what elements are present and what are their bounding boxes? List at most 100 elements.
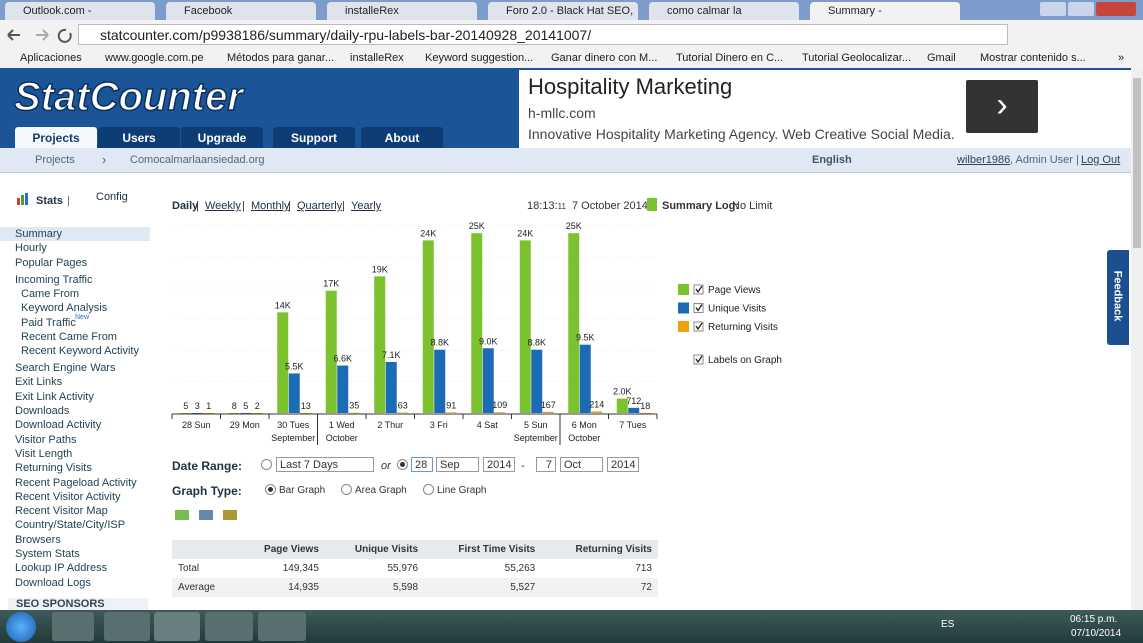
bookmark[interactable]: Tutorial Dinero en C... <box>676 52 784 64</box>
period-link[interactable]: Weekly <box>205 200 241 212</box>
stats-link[interactable]: Stats <box>36 195 63 207</box>
bookmark[interactable]: Aplicaciones <box>20 52 82 64</box>
minimize[interactable] <box>1040 2 1066 16</box>
feedback-tab[interactable] <box>1107 250 1129 345</box>
sidebar-link[interactable]: Download Logs <box>15 576 91 589</box>
maximize[interactable] <box>1068 2 1094 16</box>
bookmark[interactable]: Gmail <box>927 52 956 64</box>
to-day[interactable]: 7 <box>536 457 556 472</box>
sidebar-link[interactable]: Downloads <box>15 405 70 417</box>
from-year[interactable]: 2014 <box>483 457 515 472</box>
browser-tab[interactable]: como calmar la ansiedad… <box>649 2 799 20</box>
bookmark[interactable]: installeRex <box>350 52 404 64</box>
preset-select[interactable]: Last 7 Days <box>276 457 374 472</box>
username[interactable]: wilber1986 <box>957 154 1011 166</box>
browser-tab[interactable]: Facebook <box>166 2 316 20</box>
sidebar-link[interactable]: System Stats <box>15 548 80 560</box>
browser-tab[interactable]: Outlook.com - wilber17_2… <box>5 2 155 20</box>
forward-button[interactable] <box>36 29 49 41</box>
legend-checkbox[interactable] <box>693 284 704 295</box>
sidebar-link[interactable]: Returning Visits <box>15 462 92 475</box>
sidebar-link[interactable]: Download Activity <box>15 419 102 432</box>
site-selector[interactable]: Comocalmarlaansiedad.org <box>130 154 265 166</box>
legend-checkbox[interactable] <box>693 303 704 313</box>
period-link[interactable]: Monthly <box>251 200 290 212</box>
graph-type-option[interactable]: Area Graph <box>355 485 407 496</box>
pdf-icon[interactable] <box>223 510 237 520</box>
sidebar-link[interactable]: Country/State/City/ISP <box>15 519 126 532</box>
ad-button[interactable]: › <box>966 80 1038 133</box>
nav-tab[interactable]: Upgrade <box>181 127 263 148</box>
sidebar-link[interactable]: Summary <box>15 228 63 240</box>
start-button[interactable] <box>6 612 36 642</box>
sidebar-link[interactable]: Browsers <box>15 533 61 546</box>
graph-type-option[interactable]: Line Graph <box>437 485 487 496</box>
csv-icon[interactable] <box>199 510 213 520</box>
graph-type-option[interactable]: Bar Graph <box>279 485 326 496</box>
close[interactable] <box>1096 2 1136 16</box>
nav-tab[interactable]: Users <box>98 127 180 148</box>
bookmark[interactable]: Tutorial Geolocalizar... <box>802 52 912 64</box>
custom-radio[interactable] <box>397 459 408 470</box>
scrollbar[interactable] <box>1131 68 1143 610</box>
graph-type-radio[interactable] <box>423 484 434 495</box>
sidebar-link[interactable]: Search Engine Wars <box>15 362 116 375</box>
date[interactable]: 07/10/2014 <box>1071 628 1122 639</box>
back-button[interactable] <box>7 29 20 41</box>
sidebar-link[interactable]: Recent Came From <box>21 330 117 343</box>
browser-tab[interactable]: Summary - Comocalmarl… <box>810 2 960 20</box>
nav-tab[interactable]: About <box>361 127 443 148</box>
bookmark[interactable]: Métodos para ganar... <box>227 52 335 64</box>
bookmark[interactable]: Mostrar contenido s... <box>980 52 1086 64</box>
reload-button[interactable] <box>57 28 72 43</box>
period-link[interactable]: Quarterly <box>297 200 343 212</box>
sidebar-link[interactable]: Visit Length <box>15 447 73 460</box>
sidebar-link[interactable]: Recent Keyword Activity <box>21 345 139 358</box>
nav-tab[interactable]: Projects <box>15 127 97 148</box>
legend-checkbox[interactable] <box>693 321 704 332</box>
to-month[interactable]: Oct <box>560 457 603 472</box>
nav-tab[interactable]: Support <box>273 127 355 148</box>
ad-title[interactable]: Hospitality Marketing <box>528 74 733 99</box>
sidebar-link[interactable]: Exit Links <box>15 376 63 389</box>
sidebar-link[interactable]: Visitor Paths <box>15 433 77 446</box>
subnav-projects[interactable]: Projects <box>35 154 75 166</box>
browser-tab[interactable]: Foro 2.0 - Black Hat SEO, … <box>488 2 638 20</box>
sidebar-link[interactable]: Recent Visitor Activity <box>15 490 121 503</box>
preset-radio[interactable] <box>261 459 272 470</box>
graph-type-radio[interactable] <box>341 484 352 495</box>
labels-checkbox[interactable] <box>693 354 704 365</box>
graph-type-radio[interactable] <box>265 484 276 495</box>
taskbar-app[interactable] <box>104 612 150 641</box>
excel-icon[interactable] <box>175 510 189 520</box>
sidebar-link[interactable]: Came From <box>21 287 80 300</box>
logout-link[interactable]: Log Out <box>1081 154 1121 166</box>
sidebar-link[interactable]: Recent Pageload Activity <box>15 476 137 489</box>
to-year[interactable]: 2014 <box>607 457 639 472</box>
feedback-text[interactable]: Feedback <box>1111 270 1124 322</box>
bookmark[interactable]: » <box>1118 52 1125 64</box>
browser-tab[interactable]: installeRex <box>327 2 477 20</box>
scroll-thumb[interactable] <box>1133 78 1141 248</box>
language-selector[interactable]: English <box>812 154 852 166</box>
sidebar-link[interactable]: Recent Visitor Map <box>15 505 108 518</box>
period-link[interactable]: Daily <box>172 200 199 212</box>
sidebar-link[interactable]: Keyword Analysis <box>21 302 108 315</box>
input-language[interactable]: ES <box>941 619 955 630</box>
from-month[interactable]: Sep <box>436 457 479 472</box>
period-link[interactable]: Yearly <box>351 200 382 212</box>
sidebar-link[interactable]: Exit Link Activity <box>15 390 94 403</box>
sidebar-link[interactable]: Lookup IP Address <box>15 562 108 575</box>
from-day[interactable]: 28 <box>411 457 433 472</box>
taskbar-app[interactable] <box>205 612 253 641</box>
taskbar-app[interactable] <box>258 612 306 641</box>
sidebar-link[interactable]: Hourly <box>15 242 47 255</box>
logo[interactable]: StatCounter <box>12 72 272 122</box>
config-link[interactable]: Config <box>96 191 128 203</box>
bookmark[interactable]: Ganar dinero con M... <box>551 52 658 64</box>
bookmark[interactable]: www.google.com.pe <box>105 52 204 64</box>
sidebar-link[interactable]: Incoming Traffic <box>15 273 93 286</box>
taskbar-app[interactable] <box>52 612 94 641</box>
omnibox[interactable] <box>78 24 1008 45</box>
sidebar-link[interactable]: Popular Pages <box>15 256 88 269</box>
